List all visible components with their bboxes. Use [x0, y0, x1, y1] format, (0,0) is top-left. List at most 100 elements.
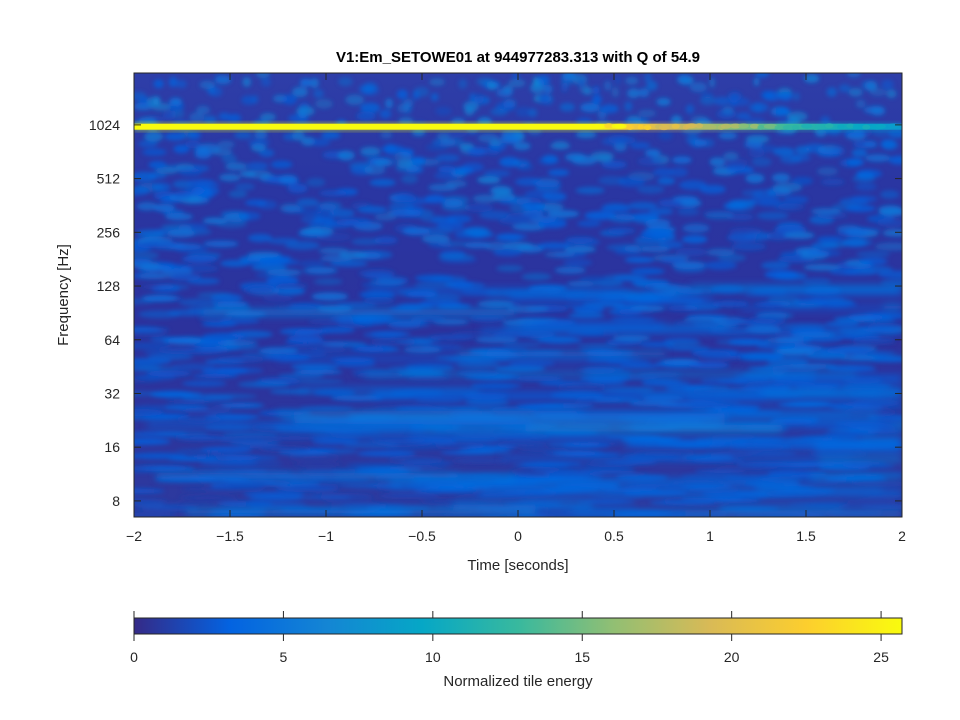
- noise-tile: [429, 77, 445, 87]
- noise-tile: [547, 169, 570, 177]
- noise-tile: [618, 177, 645, 188]
- noise-tile: [298, 260, 326, 267]
- noise-tile: [851, 148, 868, 158]
- narrowband-line-layer: [134, 121, 902, 132]
- noise-tile: [816, 167, 838, 176]
- noise-tile: [564, 246, 597, 253]
- line-bead: [763, 123, 778, 129]
- noise-tile: [427, 334, 475, 341]
- noise-tile: [395, 406, 449, 412]
- noise-tile: [441, 195, 470, 205]
- noise-tile: [547, 210, 580, 218]
- noise-tile: [469, 315, 506, 322]
- noise-tile: [583, 462, 637, 467]
- noise-tile: [763, 91, 781, 102]
- spectrogram-area: [134, 73, 902, 517]
- noise-tile: [583, 87, 593, 96]
- noise-tile: [464, 203, 494, 213]
- noise-tile: [854, 265, 893, 274]
- noise-tile: [166, 229, 196, 238]
- noise-tile: [234, 131, 253, 140]
- noise-tile: [537, 242, 571, 250]
- noise-tile: [789, 363, 838, 370]
- noise-tile: [391, 208, 423, 218]
- noise-tile: [134, 171, 157, 182]
- noise-tile: [850, 481, 902, 487]
- noise-tile: [846, 158, 864, 167]
- noise-tile: [165, 213, 193, 221]
- noise-tile: [511, 73, 520, 80]
- noise-tile: [243, 491, 305, 498]
- x-axis-label: Time [seconds]: [467, 557, 568, 574]
- noise-tile: [540, 403, 595, 410]
- noise-band: [763, 387, 902, 393]
- noise-tile: [641, 380, 690, 388]
- noise-tile: [593, 86, 600, 95]
- noise-tile: [180, 487, 242, 491]
- noise-tile: [778, 91, 793, 101]
- noise-tile: [831, 404, 884, 411]
- noise-tile: [293, 369, 343, 375]
- noise-tile: [701, 138, 715, 148]
- line-bead: [846, 123, 855, 129]
- noise-tile: [496, 88, 513, 98]
- noise-tile: [397, 103, 409, 114]
- noise-tile: [171, 109, 185, 119]
- noise-tile: [775, 107, 791, 116]
- noise-tile: [641, 245, 671, 253]
- noise-band: [525, 425, 784, 432]
- noise-band: [155, 472, 459, 480]
- noise-tile: [275, 486, 340, 492]
- noise-tile: [864, 154, 891, 162]
- noise-tile: [356, 111, 376, 121]
- noise-tile: [262, 295, 295, 302]
- noise-tile: [723, 202, 748, 210]
- noise-tile: [138, 140, 158, 148]
- noise-tile: [495, 233, 523, 242]
- noise-tile: [780, 154, 803, 164]
- noise-tile: [623, 244, 650, 253]
- noise-tile: [869, 313, 902, 321]
- noise-band: [882, 304, 902, 311]
- noise-tile: [216, 344, 260, 351]
- noise-tile: [699, 95, 716, 106]
- noise-tile: [817, 150, 840, 158]
- noise-tile: [795, 145, 811, 155]
- noise-tile: [609, 214, 637, 223]
- noise-tile: [629, 141, 651, 150]
- noise-tile: [221, 154, 237, 164]
- noise-tile: [247, 138, 270, 147]
- noise-tile: [300, 214, 323, 224]
- noise-tile: [385, 318, 427, 326]
- noise-tile: [176, 79, 187, 89]
- noise-tile: [514, 375, 564, 382]
- noise-tile: [293, 461, 344, 468]
- noise-tile: [704, 212, 734, 220]
- noise-tile: [290, 363, 339, 370]
- noise-tile: [292, 328, 332, 335]
- noise-tile: [709, 157, 726, 167]
- noise-tile: [134, 409, 164, 417]
- noise-band-layer: [146, 285, 902, 517]
- noise-tile: [199, 80, 216, 90]
- noise-tile: [238, 211, 261, 221]
- noise-tile: [512, 223, 546, 231]
- noise-tile: [827, 366, 877, 373]
- noise-tile: [725, 163, 746, 171]
- noise-tile: [688, 361, 730, 369]
- noise-tile: [638, 88, 650, 98]
- noise-tile: [259, 112, 276, 122]
- noise-tile: [807, 249, 841, 257]
- noise-tile: [577, 220, 601, 227]
- noise-tile: [292, 378, 344, 384]
- noise-tile: [319, 201, 343, 211]
- line-bead: [898, 123, 902, 129]
- noise-tile: [627, 201, 658, 210]
- noise-tile: [134, 438, 171, 445]
- noise-tile: [874, 242, 902, 251]
- noise-band: [718, 503, 844, 511]
- noise-tile: [513, 462, 569, 468]
- noise-tile: [568, 312, 605, 319]
- noise-band: [412, 478, 801, 485]
- noise-tile: [396, 303, 435, 310]
